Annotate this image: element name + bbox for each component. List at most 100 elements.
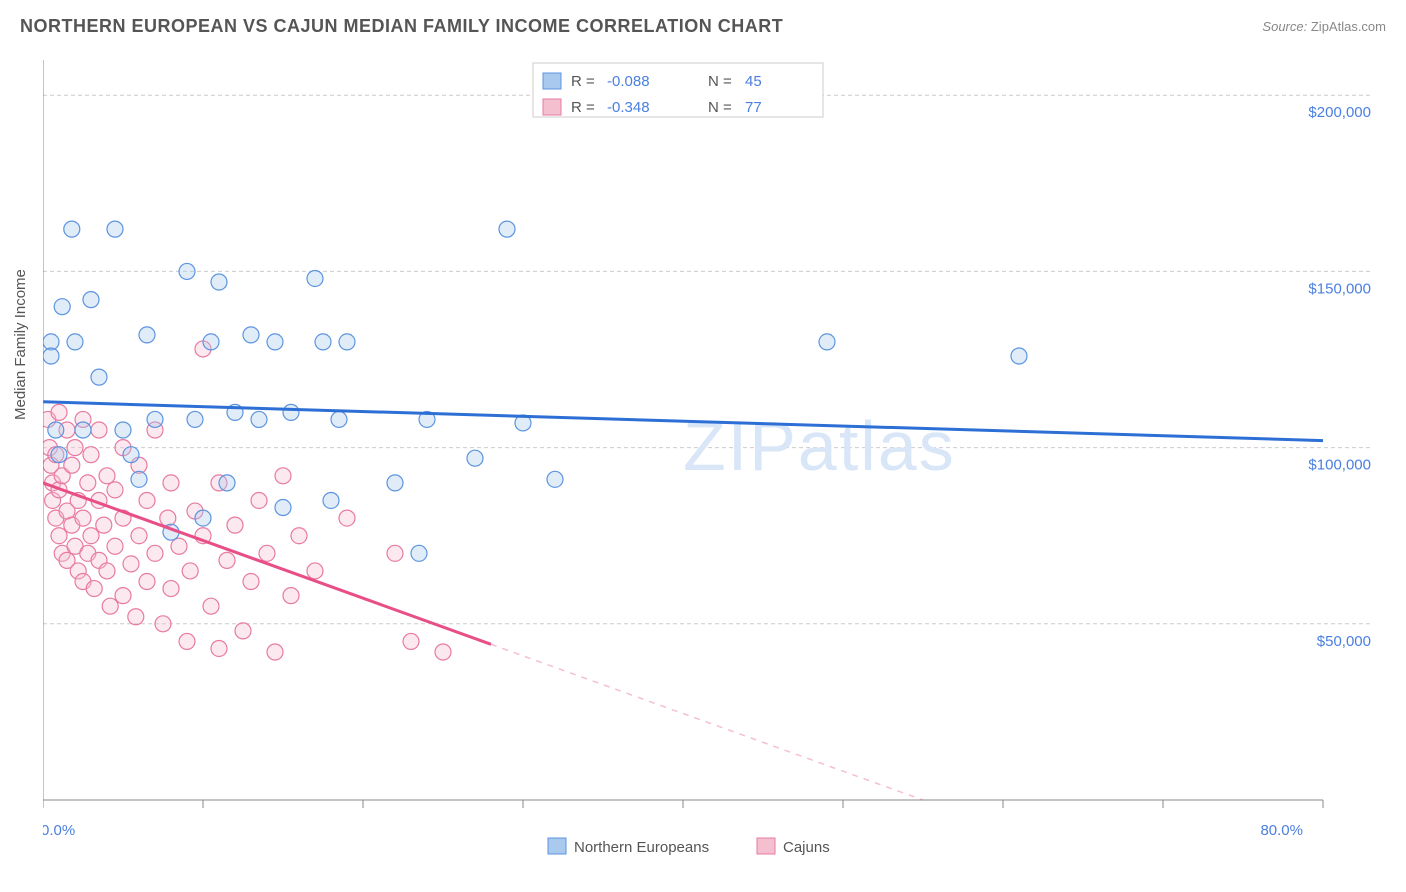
data-point <box>219 475 235 491</box>
data-point <box>267 644 283 660</box>
data-point <box>243 327 259 343</box>
svg-text:$50,000: $50,000 <box>1317 633 1371 650</box>
trend-line-extrapolated <box>491 644 923 800</box>
data-point <box>195 510 211 526</box>
data-point <box>91 422 107 438</box>
data-point <box>387 475 403 491</box>
y-axis-label: Median Family Income <box>12 269 29 420</box>
data-point <box>211 640 227 656</box>
data-point <box>54 299 70 315</box>
data-point <box>499 221 515 237</box>
svg-text:$100,000: $100,000 <box>1308 457 1371 474</box>
data-point <box>235 623 251 639</box>
svg-text:-0.348: -0.348 <box>607 99 650 116</box>
data-point <box>179 263 195 279</box>
data-point <box>51 528 67 544</box>
data-point <box>51 404 67 420</box>
data-point <box>251 411 267 427</box>
data-point <box>179 633 195 649</box>
data-point <box>139 327 155 343</box>
data-point <box>227 517 243 533</box>
data-point <box>403 633 419 649</box>
data-point <box>435 644 451 660</box>
data-point <box>99 468 115 484</box>
data-point <box>64 221 80 237</box>
svg-text:45: 45 <box>745 73 762 90</box>
data-point <box>171 538 187 554</box>
svg-text:N =: N = <box>708 99 732 116</box>
data-point <box>339 510 355 526</box>
data-point <box>96 517 112 533</box>
chart-svg: $50,000$100,000$150,000$200,000ZIPatlas0… <box>43 60 1383 880</box>
data-point <box>115 588 131 604</box>
source-attribution: Source: ZipAtlas.com <box>1262 19 1386 34</box>
data-point <box>411 545 427 561</box>
data-point <box>315 334 331 350</box>
data-point <box>187 411 203 427</box>
data-point <box>387 545 403 561</box>
data-point <box>107 538 123 554</box>
data-point <box>155 616 171 632</box>
data-point <box>243 574 259 590</box>
data-point <box>131 528 147 544</box>
svg-text:R =: R = <box>571 99 595 116</box>
svg-text:Cajuns: Cajuns <box>783 839 830 856</box>
data-point <box>211 274 227 290</box>
data-point <box>67 334 83 350</box>
data-point <box>128 609 144 625</box>
watermark: ZIPatlas <box>683 407 956 485</box>
data-point <box>267 334 283 350</box>
data-point <box>219 552 235 568</box>
svg-text:$150,000: $150,000 <box>1308 280 1371 297</box>
data-point <box>283 404 299 420</box>
data-point <box>86 581 102 597</box>
data-point <box>163 581 179 597</box>
data-point <box>107 482 123 498</box>
data-point <box>83 292 99 308</box>
data-point <box>123 447 139 463</box>
data-point <box>1011 348 1027 364</box>
svg-text:N =: N = <box>708 73 732 90</box>
data-point <box>139 574 155 590</box>
data-point <box>283 588 299 604</box>
data-point <box>259 545 275 561</box>
data-point <box>131 471 147 487</box>
data-point <box>323 492 339 508</box>
correlation-legend: R = -0.088 N = 45 R = -0.348 N = 77 <box>533 63 823 117</box>
chart-header: NORTHERN EUROPEAN VS CAJUN MEDIAN FAMILY… <box>0 0 1406 45</box>
data-point <box>91 369 107 385</box>
svg-text:77: 77 <box>745 99 762 116</box>
data-point <box>160 510 176 526</box>
data-point <box>291 528 307 544</box>
data-point <box>80 475 96 491</box>
data-point <box>467 450 483 466</box>
data-point <box>275 468 291 484</box>
data-point <box>203 598 219 614</box>
data-point <box>107 221 123 237</box>
data-point <box>163 475 179 491</box>
data-point <box>331 411 347 427</box>
data-point <box>139 492 155 508</box>
source-label: Source: <box>1262 19 1307 34</box>
series-legend: Northern Europeans Cajuns <box>548 838 830 856</box>
data-point <box>83 447 99 463</box>
svg-text:$200,000: $200,000 <box>1308 104 1371 121</box>
data-point <box>67 440 83 456</box>
data-point <box>339 334 355 350</box>
chart-title: NORTHERN EUROPEAN VS CAJUN MEDIAN FAMILY… <box>20 16 783 37</box>
data-point <box>307 270 323 286</box>
correlation-scatter-chart: $50,000$100,000$150,000$200,000ZIPatlas0… <box>43 60 1383 820</box>
svg-text:R =: R = <box>571 73 595 90</box>
data-point <box>251 492 267 508</box>
data-point <box>102 598 118 614</box>
data-point <box>99 563 115 579</box>
data-point <box>147 545 163 561</box>
data-point <box>51 447 67 463</box>
svg-text:80.0%: 80.0% <box>1260 822 1303 839</box>
data-point <box>75 510 91 526</box>
data-point <box>43 348 59 364</box>
data-point <box>547 471 563 487</box>
svg-text:-0.088: -0.088 <box>607 73 650 90</box>
svg-text:Northern Europeans: Northern Europeans <box>574 839 709 856</box>
data-point <box>819 334 835 350</box>
